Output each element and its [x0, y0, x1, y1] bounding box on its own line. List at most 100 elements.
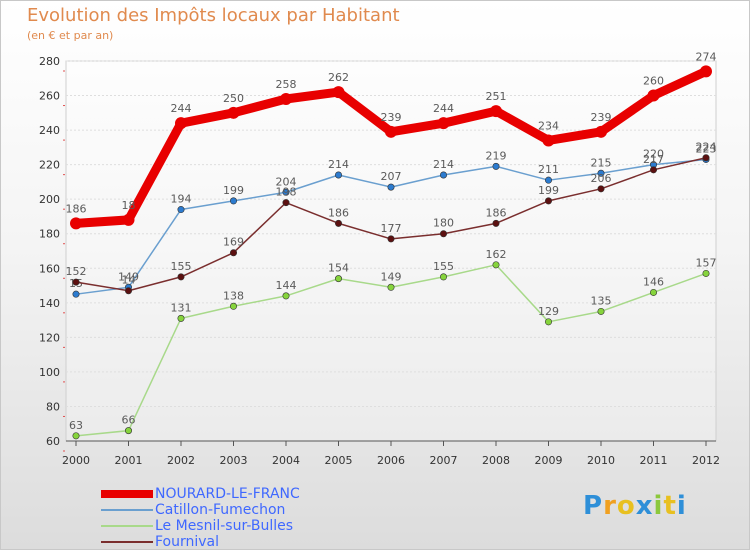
data-point: [72, 290, 80, 298]
data-point: [544, 197, 552, 205]
data-point: [72, 278, 80, 286]
data-point: [230, 249, 238, 257]
data-point: [542, 134, 555, 147]
data-label: 63: [69, 419, 83, 432]
chart-legend: NOURARD-LE-FRANC Catillon-Fumechon Le Me…: [101, 486, 300, 550]
data-label: 186: [486, 206, 507, 219]
data-point: [492, 219, 500, 227]
data-label: 18: [122, 199, 136, 212]
data-point: [72, 432, 80, 440]
x-tick-label: 2012: [692, 454, 720, 467]
data-label: 223: [696, 142, 717, 155]
logo-letter: r: [603, 491, 617, 521]
data-point: [282, 188, 290, 196]
data-label: 199: [223, 184, 244, 197]
x-tick-label: 2006: [377, 454, 405, 467]
legend-swatch-nourard: [101, 490, 153, 498]
data-point: [437, 117, 450, 130]
data-point: [544, 176, 552, 184]
data-point: [125, 287, 133, 295]
data-label: 180: [433, 217, 454, 230]
data-point: [334, 275, 342, 283]
legend-label-mesnil: Le Mesnil-sur-Bulles: [155, 518, 294, 534]
data-label: 135: [591, 294, 612, 307]
data-point: [702, 154, 710, 162]
x-tick-label: 2005: [325, 454, 353, 467]
logo-letter: i: [676, 491, 687, 521]
data-point: [649, 166, 657, 174]
data-point: [177, 206, 185, 214]
legend-item: Catillon-Fumechon: [101, 502, 300, 518]
x-tick-label: 2002: [167, 454, 195, 467]
legend-swatch-catillon: [101, 509, 153, 511]
x-tick-label: 2003: [220, 454, 248, 467]
data-label: 157: [696, 256, 717, 269]
legend-label-fournival: Fournival: [155, 534, 220, 550]
data-point: [700, 65, 712, 78]
logo-letter: t: [663, 491, 677, 521]
data-point: [177, 273, 185, 281]
data-point: [387, 283, 395, 291]
x-tick-label: 2004: [272, 454, 300, 467]
data-label: 239: [591, 111, 612, 124]
data-label: 214: [328, 158, 349, 171]
legend-item: Fournival: [101, 534, 300, 550]
data-label: 146: [643, 275, 664, 288]
x-tick-label: 2010: [587, 454, 615, 467]
x-tick-label: 2009: [535, 454, 563, 467]
data-point: [439, 273, 447, 281]
data-label: 262: [328, 71, 349, 84]
data-label: 260: [643, 75, 664, 88]
data-point: [122, 213, 135, 226]
data-label: 155: [433, 260, 454, 273]
y-tick-label: 260: [39, 90, 60, 103]
data-label: 149: [118, 270, 139, 283]
data-point: [385, 125, 397, 138]
x-tick-label: 2000: [62, 454, 90, 467]
data-point: [439, 230, 447, 238]
data-point: [332, 86, 345, 99]
chart-subtitle: (en € et par an): [27, 29, 114, 42]
data-point: [282, 199, 290, 207]
data-label: 206: [591, 172, 612, 185]
y-tick-label: 180: [39, 228, 60, 241]
data-point: [177, 314, 185, 322]
data-point: [439, 171, 447, 179]
logo-letter: x: [635, 491, 654, 521]
data-point: [597, 185, 605, 193]
legend-label-catillon: Catillon-Fumechon: [155, 502, 286, 518]
data-label: 155: [171, 260, 192, 273]
legend-label-nourard: NOURARD-LE-FRANC: [155, 486, 300, 502]
proxiti-logo: Proxiti: [583, 491, 687, 521]
y-tick-label: 120: [39, 331, 60, 344]
data-point: [230, 302, 238, 310]
data-point: [175, 117, 187, 130]
data-label: 211: [538, 163, 559, 176]
data-label: 204: [276, 175, 297, 188]
data-point: [280, 93, 292, 105]
data-point: [125, 427, 133, 435]
data-point: [70, 217, 82, 230]
y-tick-label: 160: [39, 262, 60, 275]
data-point: [492, 261, 500, 269]
data-label: 239: [381, 111, 402, 124]
data-label: 169: [223, 236, 244, 249]
data-label: 274: [696, 50, 717, 63]
y-tick-label: 60: [46, 435, 60, 448]
data-label: 186: [66, 202, 87, 215]
data-label: 152: [66, 265, 87, 278]
data-label: 66: [122, 414, 136, 427]
data-label: 138: [223, 289, 244, 302]
data-point: [702, 269, 710, 277]
x-tick-label: 2008: [482, 454, 510, 467]
data-label: 214: [433, 158, 454, 171]
data-label: 144: [276, 279, 297, 292]
logo-letter: o: [616, 491, 636, 521]
data-label: 251: [486, 90, 507, 103]
data-label: 162: [486, 248, 507, 261]
chart-title: Evolution des Impôts locaux par Habitant: [27, 5, 400, 26]
data-label: 199: [538, 184, 559, 197]
legend-item: NOURARD-LE-FRANC: [101, 486, 300, 502]
y-tick-label: 80: [46, 400, 60, 413]
